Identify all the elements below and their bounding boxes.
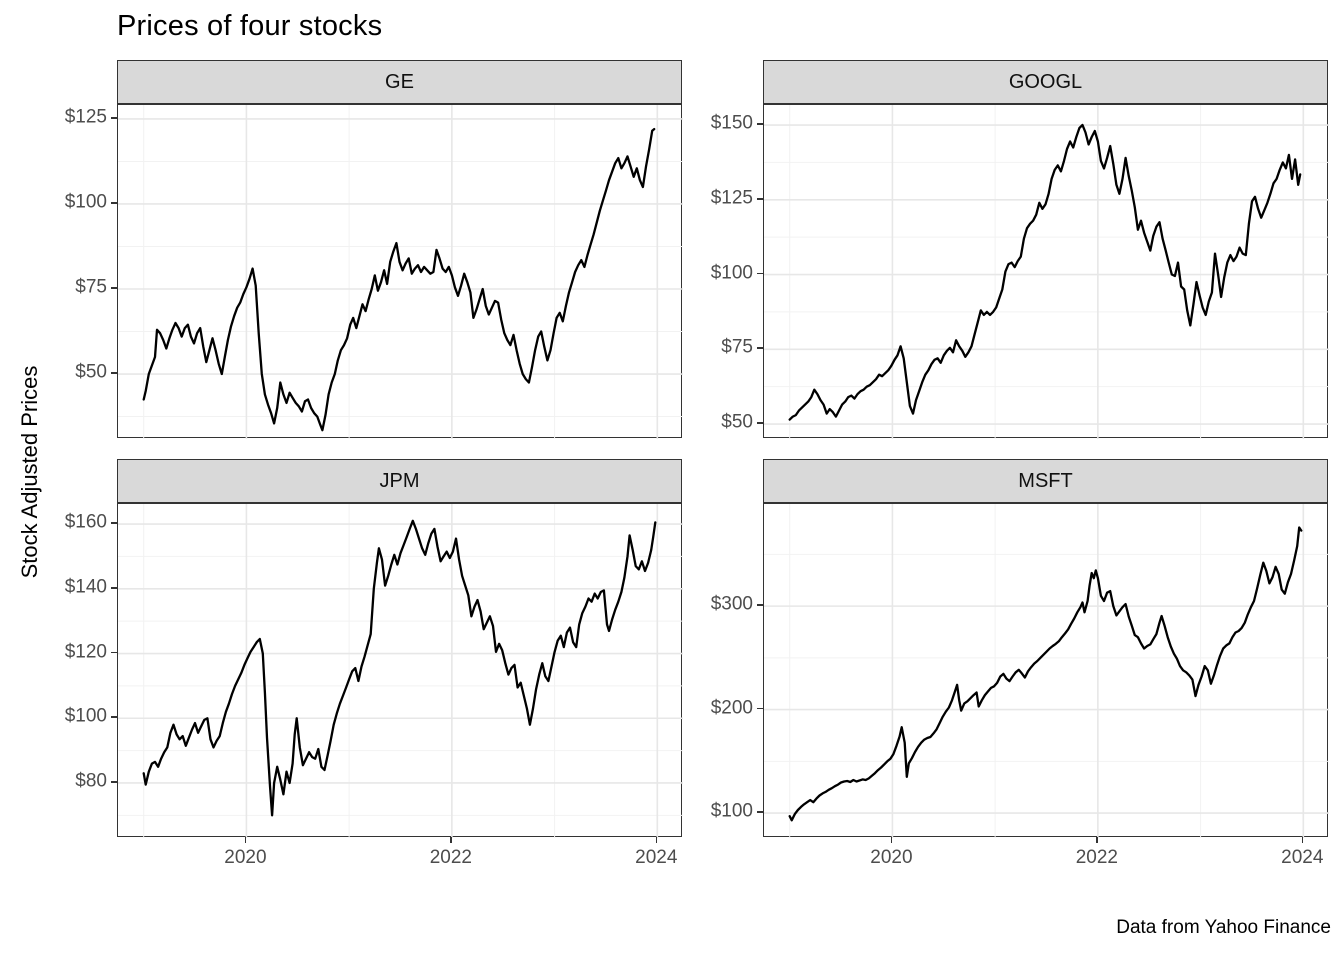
x-tick-mark bbox=[890, 837, 893, 843]
y-tick-mark bbox=[111, 202, 117, 204]
y-tick-mark bbox=[111, 287, 117, 289]
x-tick-mark bbox=[450, 837, 452, 843]
y-tick-label: $80 bbox=[75, 770, 107, 792]
y-tick-mark bbox=[757, 272, 763, 275]
x-tick-mark bbox=[244, 837, 247, 843]
y-tick-mark bbox=[757, 422, 763, 424]
y-tick-label: $75 bbox=[75, 276, 107, 298]
facet-strip-ge: GE bbox=[117, 60, 682, 104]
y-tick-label: $100 bbox=[710, 800, 753, 822]
x-tick-mark bbox=[1096, 837, 1098, 843]
y-tick-label: $140 bbox=[64, 576, 107, 598]
facet-strip-googl: GOOGL bbox=[763, 60, 1328, 104]
y-tick-label: $125 bbox=[710, 187, 753, 209]
y-tick-mark bbox=[111, 651, 117, 654]
y-tick-label: $150 bbox=[710, 112, 753, 134]
facet-strip-jpm: JPM bbox=[117, 459, 682, 503]
y-tick-label: $120 bbox=[64, 641, 107, 663]
x-tick-label: 2022 bbox=[429, 847, 472, 868]
price-line-jpm bbox=[142, 519, 657, 817]
y-tick-mark bbox=[111, 117, 117, 119]
facet-strip-label: GOOGL bbox=[1008, 70, 1083, 93]
y-tick-mark bbox=[757, 347, 763, 350]
x-tick-label: 2024 bbox=[1281, 847, 1324, 868]
y-tick-label: $100 bbox=[64, 191, 107, 213]
y-tick-label: $50 bbox=[75, 361, 107, 383]
facet-strip-msft: MSFT bbox=[763, 459, 1328, 503]
y-axis-title: Stock Adjusted Prices bbox=[17, 365, 42, 579]
facet-panel-googl bbox=[763, 104, 1329, 439]
y-tick-mark bbox=[111, 522, 117, 524]
facet-strip-label: GE bbox=[385, 70, 414, 93]
x-tick-label: 2020 bbox=[870, 847, 913, 868]
y-tick-label: $160 bbox=[64, 511, 107, 533]
plot-area-googl bbox=[764, 105, 1329, 439]
y-tick-mark bbox=[111, 716, 117, 719]
plot-area-ge bbox=[118, 105, 683, 439]
x-tick-mark bbox=[655, 837, 658, 843]
chart-title: Prices of four stocks bbox=[117, 10, 383, 42]
y-tick-mark bbox=[757, 123, 763, 125]
y-tick-mark bbox=[757, 197, 763, 200]
facet-panel-jpm bbox=[117, 503, 683, 838]
x-tick-label: 2020 bbox=[224, 847, 267, 868]
chart-caption: Data from Yahoo Finance bbox=[1116, 917, 1331, 938]
price-line-googl bbox=[788, 123, 1302, 421]
y-tick-label: $200 bbox=[710, 697, 753, 719]
price-line-ge bbox=[142, 127, 656, 432]
y-tick-mark bbox=[111, 372, 117, 374]
y-tick-mark bbox=[757, 811, 763, 813]
y-tick-label: $300 bbox=[710, 593, 753, 615]
plot-area-msft bbox=[764, 504, 1329, 838]
y-tick-label: $100 bbox=[64, 705, 107, 727]
facet-panel-ge bbox=[117, 104, 683, 439]
plot-area-jpm bbox=[118, 504, 683, 838]
y-tick-mark bbox=[111, 586, 117, 589]
y-tick-label: $50 bbox=[721, 411, 753, 433]
facet-strip-label: MSFT bbox=[1018, 469, 1073, 492]
y-tick-mark bbox=[757, 604, 763, 606]
y-tick-mark bbox=[111, 781, 117, 783]
y-tick-label: $125 bbox=[64, 106, 107, 128]
y-tick-label: $75 bbox=[721, 336, 753, 358]
x-tick-label: 2022 bbox=[1075, 847, 1118, 868]
facet-panel-msft bbox=[763, 503, 1329, 838]
x-tick-label: 2024 bbox=[635, 847, 678, 868]
price-line-msft bbox=[788, 526, 1303, 822]
x-tick-mark bbox=[1301, 837, 1304, 843]
facet-strip-label: JPM bbox=[379, 469, 420, 492]
y-tick-mark bbox=[757, 707, 763, 710]
y-tick-label: $100 bbox=[710, 262, 753, 284]
